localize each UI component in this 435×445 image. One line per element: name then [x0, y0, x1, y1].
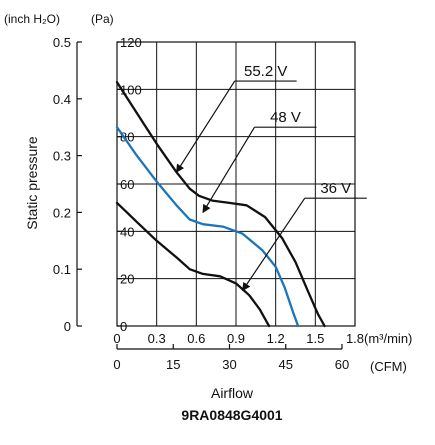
label-leader	[242, 197, 306, 292]
inch-tick-label: 0.2	[53, 205, 71, 220]
x-axis-label: Airflow	[211, 385, 254, 401]
cfm-tick-label: 15	[166, 357, 180, 372]
x-tick-label: 0	[113, 331, 120, 346]
x-tick-label: 0.9	[227, 331, 245, 346]
series-layer	[115, 81, 326, 328]
secondary-x-unit: (CFM)	[370, 359, 407, 374]
inch-tick-label: 0.4	[53, 92, 71, 107]
series-label: 55.2 V	[244, 63, 287, 80]
series-line-1	[115, 81, 326, 328]
pa-tick-label: 120	[120, 35, 142, 50]
pa-tick-label: 20	[120, 272, 134, 287]
inch-tick-label: 0.1	[53, 262, 71, 277]
primary-x-unit: (m³/min)	[364, 331, 412, 346]
pa-tick-label: 0	[120, 319, 127, 334]
x-tick-label: 1.8	[346, 331, 364, 346]
pa-unit-label: (Pa)	[91, 12, 114, 26]
cfm-tick-label: 45	[279, 357, 293, 372]
y-axis-label: Static pressure	[24, 136, 40, 230]
series-label: 36 V	[320, 180, 351, 197]
cfm-tick-label: 30	[222, 357, 236, 372]
x-tick-label: 1.2	[267, 331, 285, 346]
axes: 0 0.3 0.6 0.9 1.2 1.5 1.802040608010012000.10.…	[53, 35, 364, 372]
pa-tick-label: 80	[120, 130, 134, 145]
label-leader	[202, 126, 256, 214]
x-tick-label: 0.3	[148, 331, 166, 346]
series-line-2	[115, 126, 300, 328]
series-labels: 55.2 V 48 V 36 V	[175, 63, 367, 292]
chart-title: 9RA0848G4001	[181, 407, 282, 423]
inch-tick-label: 0.3	[53, 149, 71, 164]
inch-unit-label: (inch H₂O)	[4, 12, 60, 26]
cfm-tick-label: 0	[113, 357, 120, 372]
label-leader	[175, 80, 236, 173]
x-tick-label: 1.5	[306, 331, 324, 346]
grid	[116, 41, 356, 327]
inch-tick-label: 0.5	[53, 35, 71, 50]
pa-tick-label: 60	[120, 177, 134, 192]
series-label: 48 V	[270, 109, 301, 126]
pa-tick-label: 40	[120, 224, 134, 239]
cfm-tick-label: 60	[335, 357, 349, 372]
inch-tick-label: 0	[64, 319, 71, 334]
series-line-3	[115, 201, 271, 328]
x-tick-label: 0.6	[187, 331, 205, 346]
